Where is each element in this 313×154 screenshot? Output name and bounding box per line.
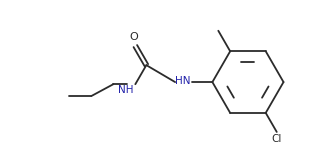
Text: Cl: Cl — [272, 134, 282, 144]
Text: NH: NH — [118, 85, 134, 95]
Text: O: O — [129, 32, 138, 42]
Text: HN: HN — [175, 76, 190, 86]
